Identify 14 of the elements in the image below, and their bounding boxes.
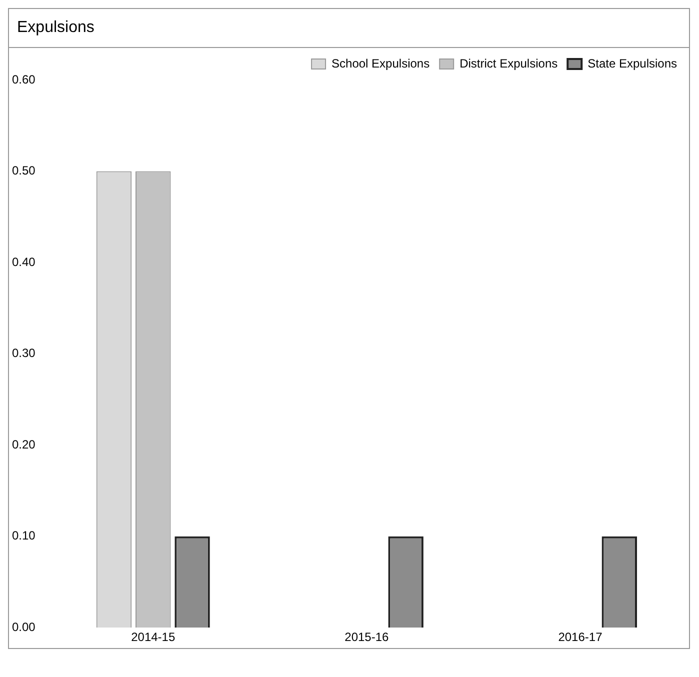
y-tick-label: 0.20 [12, 437, 36, 452]
x-tick-label: 2016-17 [558, 630, 603, 644]
y-tick-label: 0.30 [12, 346, 36, 360]
chart-title: Expulsions [9, 9, 689, 48]
x-tick-label: 2015-16 [344, 630, 390, 644]
legend-label: State Expulsions [588, 56, 678, 70]
y-tick-label: 0.40 [12, 254, 36, 269]
legend-label: School Expulsions [332, 56, 430, 70]
y-tick-label: 0.60 [12, 72, 36, 86]
y-tick-label: 0.10 [12, 528, 36, 543]
y-tick-label: 0.50 [12, 164, 36, 178]
x-tick-label: 2014-15 [131, 630, 176, 644]
legend-label: District Expulsions [460, 56, 558, 70]
y-tick-label: 0.00 [12, 620, 36, 634]
